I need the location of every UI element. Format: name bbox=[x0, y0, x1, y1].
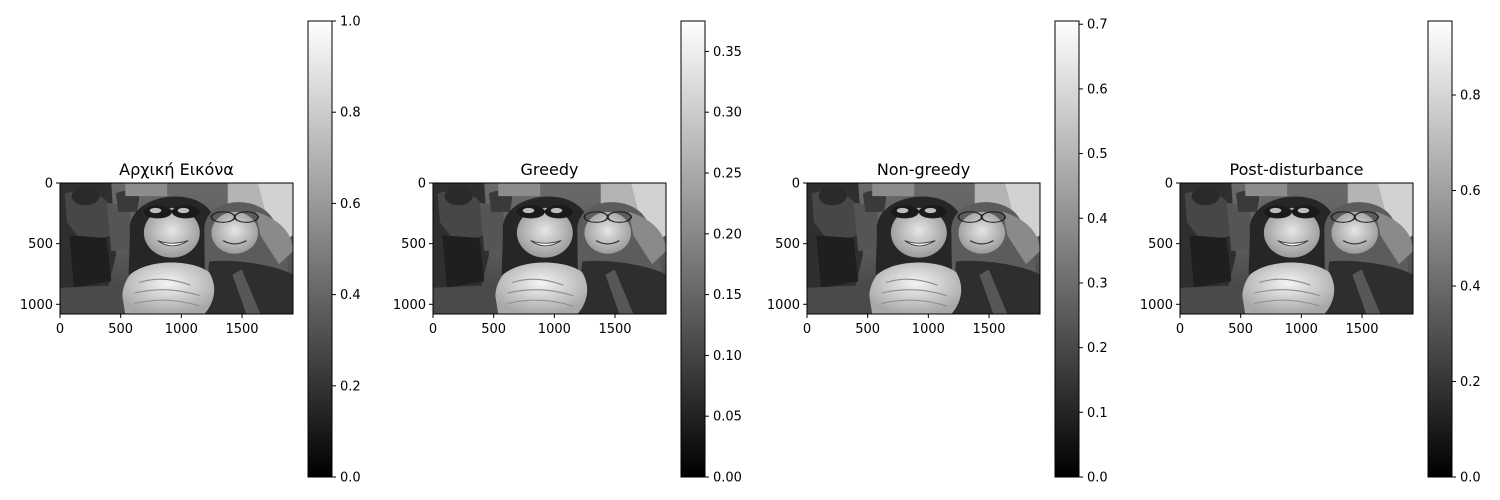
colorbar-tick-label: 0.6 bbox=[1087, 82, 1108, 97]
y-tick-label: 1000 bbox=[20, 298, 53, 313]
axes-frame bbox=[1179, 182, 1414, 315]
x-tick-label: 1000 bbox=[165, 322, 198, 337]
heatmap-image bbox=[1180, 183, 1413, 314]
x-tick-label: 500 bbox=[855, 322, 880, 337]
colorbar-tick-label: 0.8 bbox=[1460, 89, 1481, 104]
colorbar-tick-label: 0.1 bbox=[1087, 406, 1108, 421]
x-tick-label: 1500 bbox=[1345, 322, 1378, 337]
colorbar: 0.00 0.05 0.10 0.15 0.20 0.25 0.30 0.35 bbox=[680, 20, 742, 486]
colorbar-tick-label: 0.5 bbox=[1087, 147, 1108, 162]
colorbar-tick-label: 0.25 bbox=[713, 167, 742, 182]
colorbar-tick-label: 0.6 bbox=[1460, 184, 1481, 199]
colorbar-tick-label: 0.4 bbox=[340, 288, 361, 303]
colorbar-tick-label: 0.2 bbox=[1460, 375, 1481, 390]
x-tick-label: 500 bbox=[1228, 322, 1253, 337]
x-tick-label: 1000 bbox=[912, 322, 945, 337]
colorbar: 0.0 0.2 0.4 0.6 0.8 1.0 bbox=[307, 15, 361, 486]
y-tick-label: 1000 bbox=[393, 298, 426, 313]
x-tick-label: 0 bbox=[1176, 322, 1184, 337]
y-tick-label: 0 bbox=[1165, 177, 1173, 192]
axes-frame bbox=[806, 182, 1041, 315]
colorbar-tick-label: 0.0 bbox=[340, 471, 361, 486]
x-tick-label: 1500 bbox=[598, 322, 631, 337]
y-tick-label: 0 bbox=[45, 177, 53, 192]
colorbar-tick-label: 0.10 bbox=[713, 349, 742, 364]
colorbar-tick-label: 0.3 bbox=[1087, 276, 1108, 291]
colorbar-tick-label: 0.0 bbox=[1460, 471, 1481, 486]
colorbar-tick-label: 0.05 bbox=[713, 410, 742, 425]
heatmap-image bbox=[807, 183, 1040, 314]
y-tick-label: 500 bbox=[401, 237, 426, 252]
colorbar-gradient bbox=[307, 20, 333, 478]
axes-frame bbox=[432, 182, 667, 315]
colorbar: 0.0 0.1 0.2 0.3 0.4 0.5 0.6 0.7 bbox=[1054, 18, 1108, 486]
x-tick-label: 500 bbox=[481, 322, 506, 337]
x-tick-label: 0 bbox=[429, 322, 437, 337]
subplot-title: Greedy bbox=[521, 160, 579, 179]
x-tick-label: 0 bbox=[803, 322, 811, 337]
y-tick-label: 1000 bbox=[767, 298, 800, 313]
colorbar-tick-label: 0.4 bbox=[1087, 212, 1108, 227]
y-tick-label: 500 bbox=[1148, 237, 1173, 252]
colorbar-tick-label: 0.15 bbox=[713, 288, 742, 303]
colorbar-gradient bbox=[680, 20, 706, 478]
y-tick-label: 0 bbox=[418, 177, 426, 192]
x-tick-label: 1000 bbox=[538, 322, 571, 337]
colorbar-tick-label: 0.2 bbox=[1087, 341, 1108, 356]
colorbar-tick-label: 0.8 bbox=[340, 106, 361, 121]
heatmap-image bbox=[60, 183, 293, 314]
subplot-title: Non-greedy bbox=[877, 160, 970, 179]
subplot-title: Αρχική Εικόνα bbox=[119, 160, 234, 179]
x-tick-label: 0 bbox=[56, 322, 64, 337]
y-tick-label: 1000 bbox=[1140, 298, 1173, 313]
colorbar-tick-label: 0.20 bbox=[713, 227, 742, 242]
x-tick-label: 1500 bbox=[972, 322, 1005, 337]
colorbar-tick-label: 0.2 bbox=[340, 379, 361, 394]
colorbar-tick-label: 0.30 bbox=[713, 106, 742, 121]
y-tick-label: 0 bbox=[792, 177, 800, 192]
x-tick-label: 1500 bbox=[225, 322, 258, 337]
colorbar: 0.0 0.2 0.4 0.6 0.8 bbox=[1427, 20, 1481, 486]
heatmap-image bbox=[433, 183, 666, 314]
colorbar-tick-label: 0.4 bbox=[1460, 280, 1481, 295]
colorbar-tick-label: 0.0 bbox=[1087, 471, 1108, 486]
x-tick-label: 1000 bbox=[1285, 322, 1318, 337]
colorbar-tick-label: 0.7 bbox=[1087, 18, 1108, 33]
axes-frame bbox=[59, 182, 294, 315]
subplot-title: Post-disturbance bbox=[1230, 160, 1364, 179]
colorbar-tick-label: 0.00 bbox=[713, 471, 742, 486]
colorbar-gradient bbox=[1054, 20, 1080, 478]
y-tick-label: 500 bbox=[775, 237, 800, 252]
x-tick-label: 500 bbox=[108, 322, 133, 337]
colorbar-tick-label: 0.6 bbox=[340, 197, 361, 212]
colorbar-tick-label: 1.0 bbox=[340, 15, 361, 30]
y-tick-label: 500 bbox=[28, 237, 53, 252]
colorbar-tick-label: 0.35 bbox=[713, 45, 742, 60]
colorbar-gradient bbox=[1427, 20, 1453, 478]
